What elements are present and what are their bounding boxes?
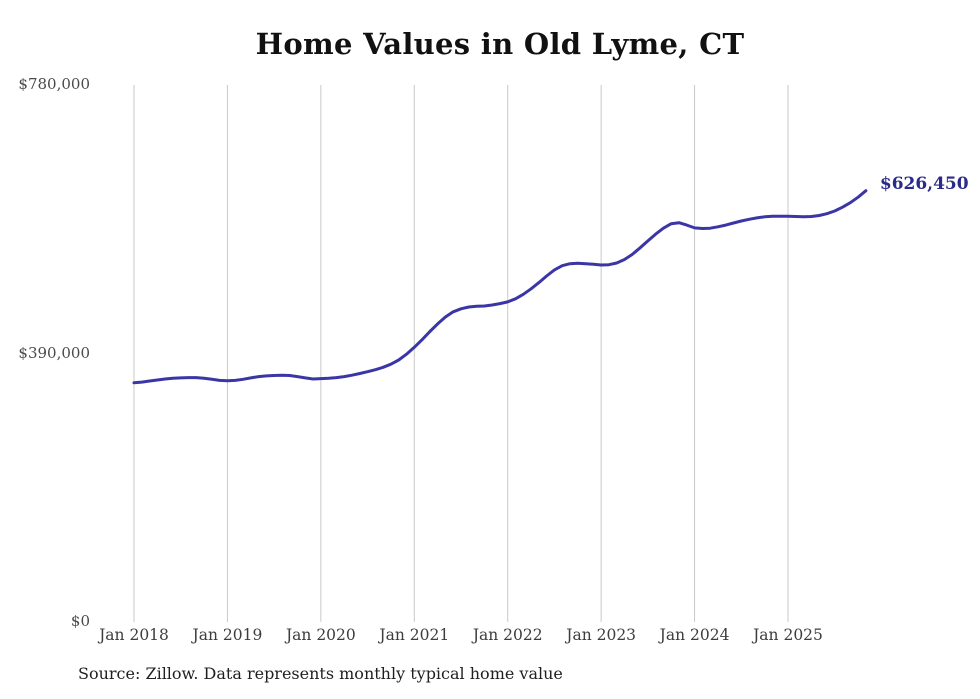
y-axis-tick-label-390000: $390,000 bbox=[18, 344, 90, 362]
latest-value-label: $626,450 bbox=[879, 173, 969, 194]
x-axis-tick-label: Jan 2019 bbox=[191, 626, 263, 644]
x-axis-tick-label: Jan 2023 bbox=[564, 626, 636, 644]
x-axis-tick-label: Jan 2018 bbox=[97, 626, 169, 644]
x-axis-tick-label: Jan 2024 bbox=[658, 626, 730, 644]
y-axis-tick-label-0: $0 bbox=[70, 612, 90, 630]
home-value-line-series bbox=[132, 189, 868, 385]
x-axis-tick-label: Jan 2025 bbox=[751, 626, 823, 644]
source-note: Source: Zillow. Data represents monthly … bbox=[78, 664, 563, 683]
chart-title: Home Values in Old Lyme, CT bbox=[255, 27, 745, 61]
y-axis-tick-label-780000: $780,000 bbox=[18, 75, 90, 93]
x-axis-tick-label: Jan 2022 bbox=[471, 626, 543, 644]
x-axis-tick-label: Jan 2021 bbox=[377, 626, 449, 644]
x-axis-tick-label: Jan 2020 bbox=[284, 626, 356, 644]
